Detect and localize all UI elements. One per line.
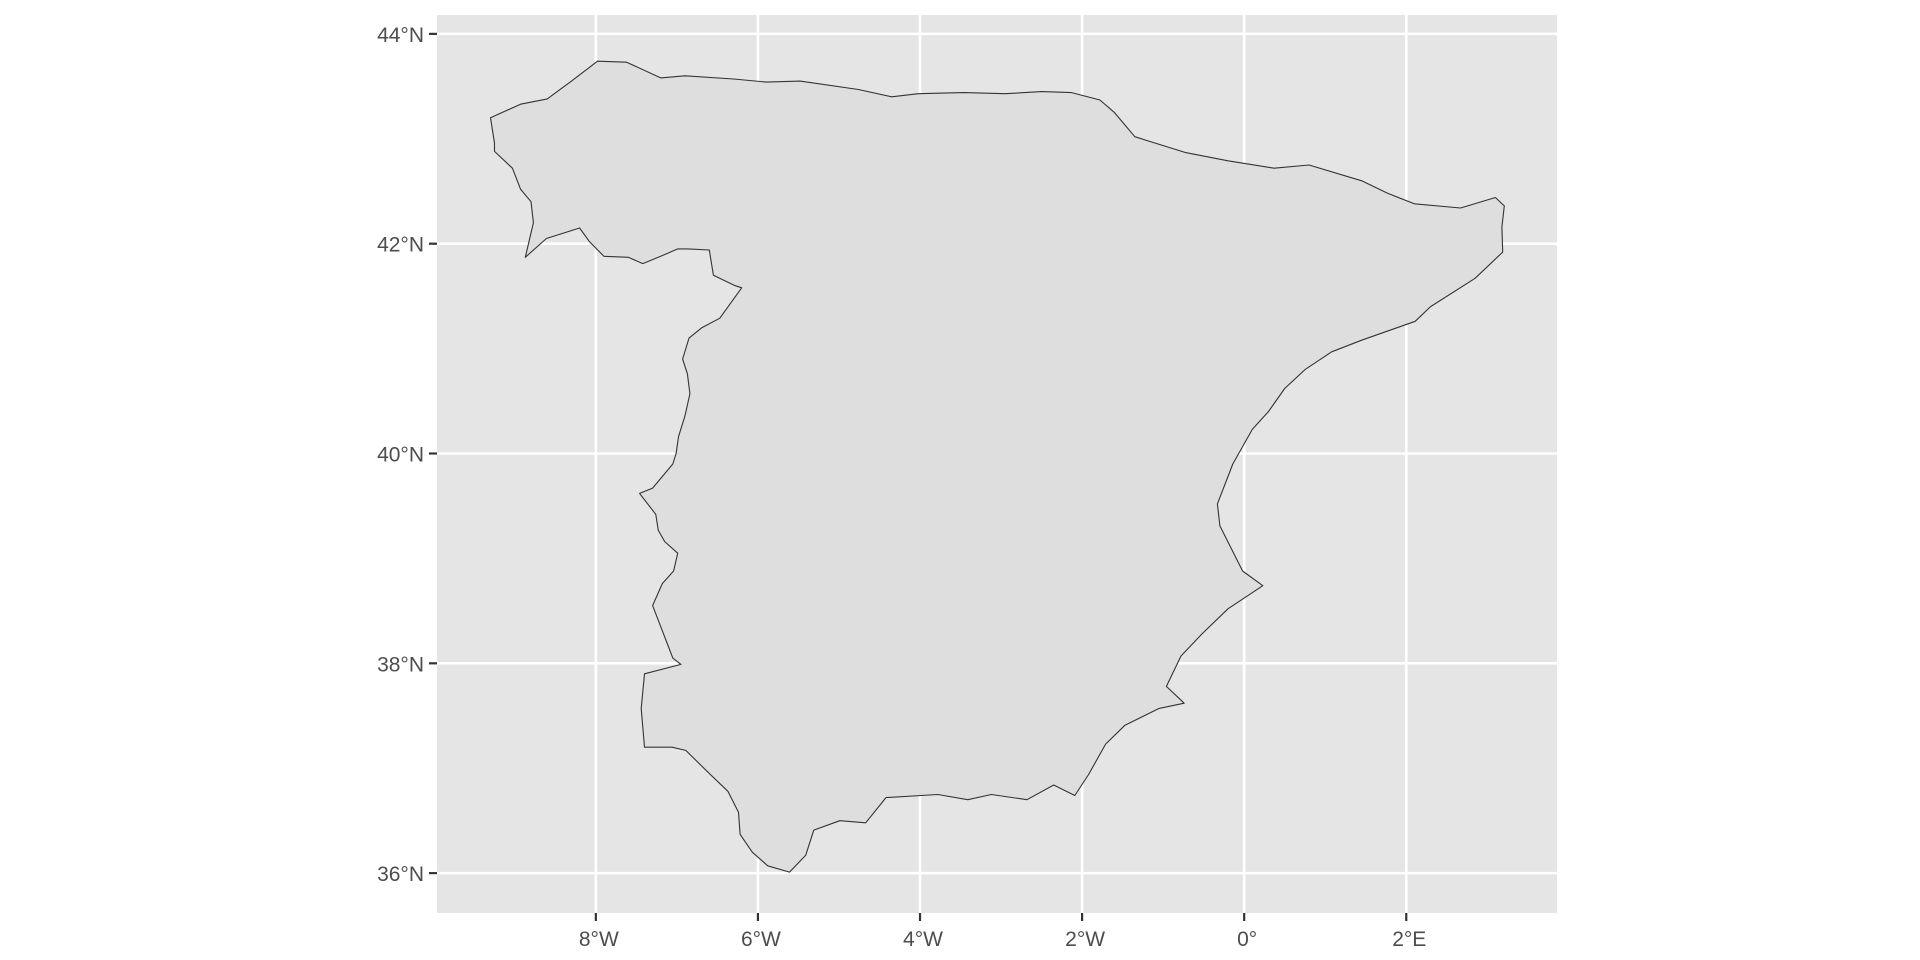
- x-tick-label: 4°W: [903, 928, 943, 951]
- x-tick-label: 2°E: [1392, 928, 1426, 951]
- y-tick-label: 38°N: [377, 653, 424, 676]
- x-tick-label: 6°W: [741, 928, 781, 951]
- x-axis: 8°W 6°W 4°W 2°W 0° 2°E: [579, 913, 1426, 951]
- x-tick-label: 8°W: [579, 928, 619, 951]
- x-tick-label: 0°: [1237, 928, 1257, 951]
- y-tick-label: 42°N: [377, 234, 424, 257]
- y-tick-label: 44°N: [377, 24, 424, 47]
- spain-outline: [489, 60, 1505, 873]
- x-tick-label: 2°W: [1065, 928, 1105, 951]
- y-axis: 36°N 38°N 40°N 42°N 44°N: [377, 24, 437, 886]
- y-tick-label: 40°N: [377, 444, 424, 467]
- y-tick-label: 36°N: [377, 863, 424, 886]
